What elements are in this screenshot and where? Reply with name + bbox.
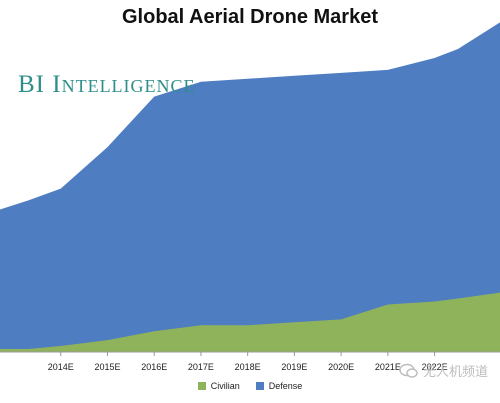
x-tick-label: 2017E bbox=[188, 362, 214, 372]
x-tick-label: 2020E bbox=[328, 362, 354, 372]
x-tick-label: 2015E bbox=[94, 362, 120, 372]
wechat-icon bbox=[399, 363, 418, 378]
x-axis-ticks: 2014E 2015E 2016E 2017E 2018E 2019E 2020E 2021E… bbox=[48, 352, 448, 372]
watermark-text: 无人机频道 bbox=[422, 364, 488, 379]
legend-label-civilian: Civilian bbox=[210, 381, 240, 391]
watermark: 无人机频道 bbox=[399, 361, 488, 380]
defense-area bbox=[0, 22, 500, 353]
legend: Civilian Defense bbox=[0, 381, 500, 391]
legend-item-civilian: Civilian bbox=[197, 381, 240, 391]
x-tick-label: 2019E bbox=[281, 362, 307, 372]
x-tick-label: 2022E bbox=[422, 362, 448, 372]
legend-swatch-civilian bbox=[197, 382, 206, 390]
x-tick-label: 2016E bbox=[141, 362, 167, 372]
legend-swatch-defense bbox=[255, 382, 264, 390]
chart-title: Global Aerial Drone Market bbox=[122, 6, 378, 28]
brand-logo-text: BI Intelligence bbox=[18, 71, 196, 98]
x-tick-label: 2018E bbox=[235, 362, 261, 372]
civilian-area bbox=[0, 292, 500, 352]
x-tick-label: 2014E bbox=[48, 362, 74, 372]
legend-label-defense: Defense bbox=[268, 381, 303, 391]
legend-item-defense: Defense bbox=[255, 381, 303, 391]
x-tick-label: 2021E bbox=[375, 362, 401, 372]
